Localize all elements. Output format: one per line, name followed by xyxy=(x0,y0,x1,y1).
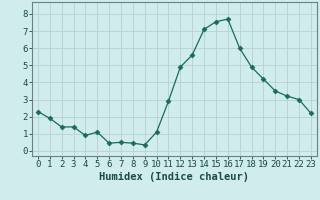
X-axis label: Humidex (Indice chaleur): Humidex (Indice chaleur) xyxy=(100,172,249,182)
